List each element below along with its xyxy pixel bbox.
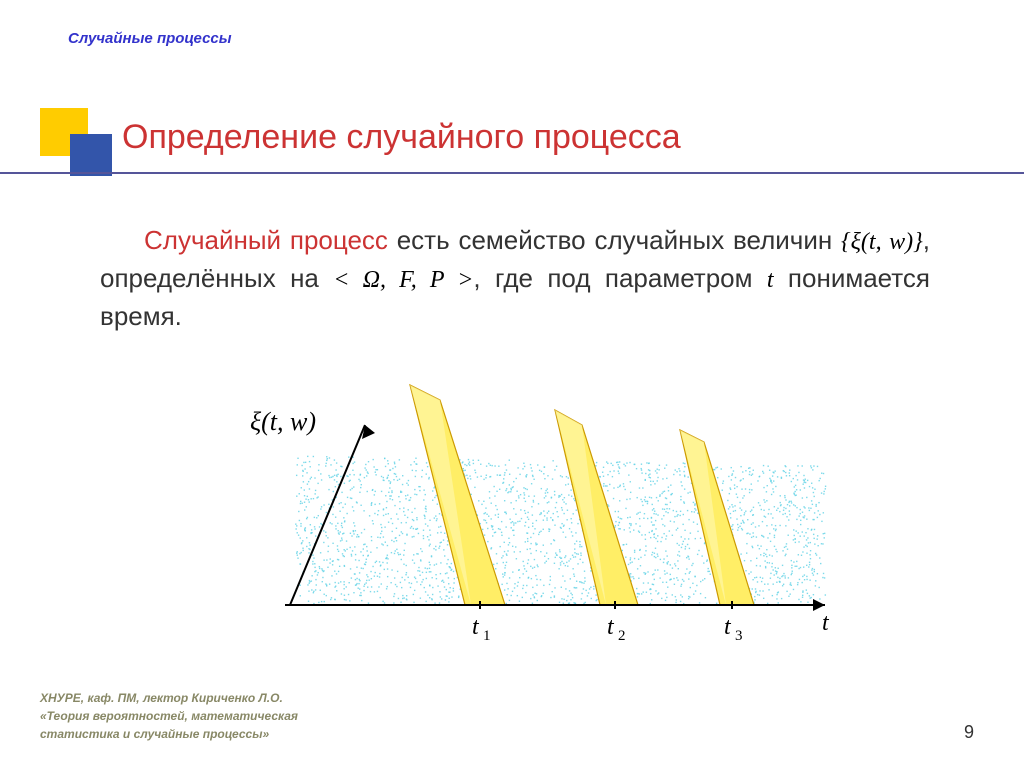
page-number: 9 [964, 722, 974, 743]
svg-text:t: t [607, 614, 615, 640]
footer-line-1: ХНУРЕ, каф. ПМ, лектор Кириченко Л.О. [40, 689, 298, 707]
formula-xi: {ξ(t, w)} [841, 229, 923, 255]
svg-text:1: 1 [483, 628, 491, 644]
emphasis-text: Случайный процесс [144, 225, 388, 255]
title-underline [0, 172, 1024, 174]
body-paragraph: Случайный процесс есть семейство случайн… [100, 222, 930, 335]
title-decoration [40, 100, 120, 180]
footer-credits: ХНУРЕ, каф. ПМ, лектор Кириченко Л.О. «Т… [40, 689, 298, 743]
footer-line-2: «Теория вероятностей, математическая [40, 707, 298, 725]
formula-space: < Ω, F, P > [333, 267, 473, 293]
svg-text:3: 3 [735, 628, 743, 644]
svg-text:t: t [822, 610, 830, 636]
svg-text:2: 2 [618, 628, 626, 644]
header-label: Случайные процессы [68, 30, 232, 47]
svg-text:t: t [472, 614, 480, 640]
stochastic-diagram: ξ(t, w)tt1t2t3 [210, 370, 850, 660]
svg-text:ξ(t, w): ξ(t, w) [250, 407, 316, 436]
svg-text:t: t [724, 614, 732, 640]
page-title: Определение случайного процесса [122, 118, 681, 157]
t-variable: t [767, 267, 774, 293]
footer-line-3: статистика и случайные процессы» [40, 725, 298, 743]
